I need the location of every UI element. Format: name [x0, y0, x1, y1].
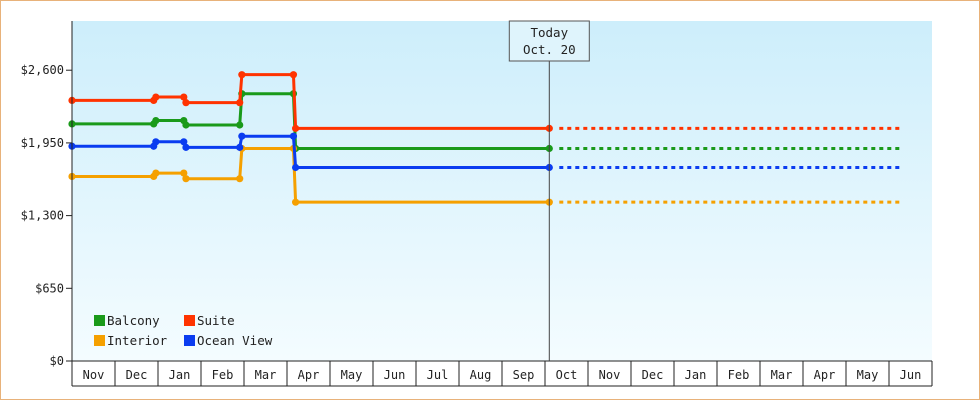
legend-label-1: Suite	[197, 313, 235, 328]
x-tick-label: Dec	[642, 368, 664, 382]
x-tick-label: Oct	[556, 368, 578, 382]
x-tick-label: Jun	[384, 368, 406, 382]
x-tick-label: May	[857, 368, 879, 382]
y-tick-label: $1,950	[21, 136, 64, 150]
x-tick-label: Nov	[599, 368, 621, 382]
x-axis-ticks: Nov Dec Jan Feb Mar Apr May Jun Jul Aug Sep Oct Nov D…	[71, 361, 933, 386]
series-point-3-8	[292, 163, 300, 172]
y-tick-label: $650	[35, 281, 64, 295]
series-point-3-2	[152, 138, 160, 146]
series-point-1-7	[289, 71, 298, 79]
series-point-2-3	[180, 169, 188, 177]
x-tick-label: Nov	[83, 368, 105, 382]
plot-area	[72, 21, 932, 361]
today-box	[508, 20, 590, 62]
x-tick-label: Jan	[685, 368, 707, 382]
today-date: Oct. 20	[523, 42, 576, 57]
series-point-2-4	[182, 175, 190, 183]
legend-swatch-0	[94, 315, 105, 326]
series-point-0-5	[236, 121, 244, 129]
legend-swatch-3	[184, 335, 195, 346]
series-point-1-5	[236, 99, 244, 107]
today-label: Today	[530, 25, 568, 40]
series-lines	[68, 71, 900, 206]
x-tick-label: Aug	[470, 368, 492, 382]
y-tick-label: $2,600	[21, 63, 64, 77]
series-point-2-2	[152, 169, 160, 177]
series-point-1-4	[182, 99, 190, 107]
series-point-1-8	[292, 124, 300, 132]
x-tick-label: Mar	[255, 368, 277, 382]
x-tick-label: Feb	[728, 368, 750, 382]
series-point-2-5	[236, 175, 244, 183]
legend: Balcony Suite Interior Ocean View	[94, 313, 273, 348]
legend-label-0: Balcony	[107, 313, 160, 328]
x-tick-label: Sep	[513, 368, 535, 382]
x-tick-label: Mar	[771, 368, 793, 382]
x-tick-label: Apr	[298, 368, 320, 382]
y-tick-label: $0	[50, 354, 64, 368]
x-tick-label: Dec	[126, 368, 148, 382]
x-tick-label: Feb	[212, 368, 234, 382]
x-tick-label: Jun	[900, 368, 922, 382]
series-point-1-6	[238, 71, 246, 79]
series-point-1-2	[152, 93, 160, 101]
series-point-0-4	[182, 121, 190, 129]
legend-label-3: Ocean View	[197, 333, 273, 348]
today-marker: Today Oct. 20	[508, 20, 590, 361]
legend-swatch-2	[94, 335, 105, 346]
series-point-3-3	[180, 138, 188, 146]
y-tick-label: $1,300	[21, 209, 64, 223]
y-axis-ticks: $0 $650 $1,300 $1,950 $2,600	[21, 63, 72, 368]
x-tick-label: May	[341, 368, 363, 382]
series-point-1-3	[180, 93, 188, 101]
legend-swatch-1	[184, 315, 195, 326]
x-tick-label: Jul	[427, 368, 449, 382]
series-point-3-6	[238, 132, 246, 140]
series-point-3-4	[182, 143, 190, 151]
series-point-3-7	[289, 132, 298, 140]
series-point-3-5	[236, 143, 244, 151]
x-tick-label: Jan	[169, 368, 191, 382]
series-point-2-8	[292, 198, 300, 206]
legend-label-2: Interior	[107, 333, 168, 348]
series-point-0-2	[152, 116, 160, 125]
x-tick-label: Apr	[814, 368, 836, 382]
